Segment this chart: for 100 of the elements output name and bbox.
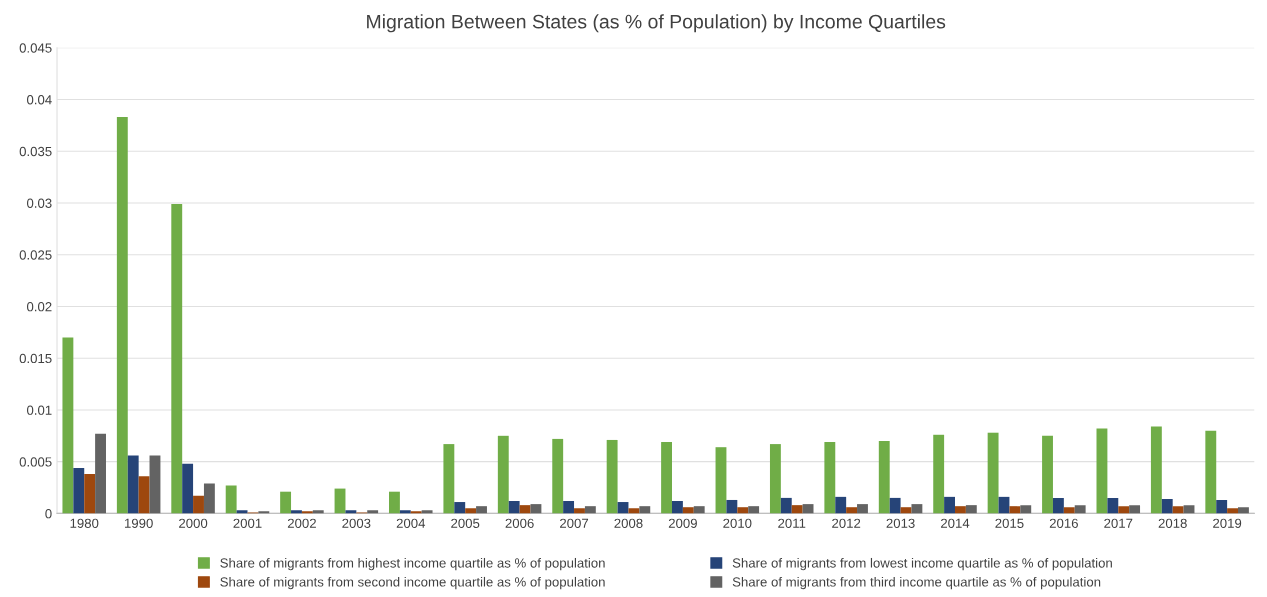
bar	[965, 505, 977, 514]
bar	[1052, 497, 1064, 514]
legend-label: Share of migrants from lowest income quartile as % of population	[732, 557, 1112, 571]
bar	[497, 435, 509, 514]
y-tick-label: 0.02	[26, 302, 52, 312]
x-tick-label: 2011	[778, 518, 806, 528]
x-tick-label: 2018	[1158, 518, 1187, 528]
bar	[345, 510, 357, 514]
x-tick-label: 2004	[396, 518, 426, 528]
bar	[127, 455, 139, 514]
y-tick-label: 0.03	[26, 198, 52, 208]
bar	[367, 510, 379, 514]
bar	[944, 496, 955, 514]
bar	[1238, 507, 1249, 514]
bar	[389, 491, 400, 514]
bar	[639, 506, 651, 514]
bar	[1216, 499, 1228, 514]
bar	[1042, 435, 1053, 514]
x-tick-label: 2009	[668, 518, 697, 528]
bar	[1118, 506, 1130, 514]
bar	[443, 444, 455, 514]
bar	[846, 507, 858, 514]
bar	[1172, 506, 1184, 514]
bar	[225, 485, 237, 514]
x-tick-label: 2017	[1104, 518, 1133, 528]
bar	[987, 432, 999, 514]
bar	[312, 510, 324, 514]
x-tick-label: 2005	[451, 518, 480, 528]
bar	[454, 502, 466, 514]
bar	[748, 506, 760, 514]
bar	[824, 442, 836, 514]
bar	[138, 476, 150, 514]
bar	[62, 337, 74, 514]
bar	[1020, 505, 1032, 514]
bar	[410, 511, 422, 514]
bar	[421, 510, 433, 514]
bar	[95, 433, 106, 514]
bar	[465, 508, 477, 514]
bar	[476, 506, 487, 514]
x-tick-label: 2002	[287, 518, 316, 528]
bar	[203, 483, 215, 514]
bar	[791, 505, 803, 514]
x-tick-label: 2006	[505, 518, 534, 528]
bar	[715, 447, 727, 514]
bar	[726, 499, 738, 514]
x-tick-label: 2003	[342, 518, 371, 528]
bar	[802, 504, 814, 514]
x-tick-label: 2013	[886, 518, 915, 528]
bar	[574, 508, 585, 514]
bar	[1096, 428, 1108, 514]
bar	[911, 504, 923, 514]
bar	[878, 440, 890, 514]
y-tick-label: 0.005	[19, 457, 52, 467]
bar	[955, 506, 966, 514]
y-tick-label: 0.01	[26, 405, 52, 415]
x-tick-label: 2015	[995, 518, 1024, 528]
bar	[1161, 498, 1173, 514]
bar	[291, 510, 302, 514]
bar	[857, 504, 868, 514]
bar	[606, 439, 618, 514]
bar	[149, 455, 161, 514]
legend-label: Share of migrants from second income quartile as % of population	[220, 576, 605, 590]
bar	[563, 501, 575, 514]
bar	[1009, 506, 1021, 514]
bar	[182, 463, 194, 514]
bar	[73, 467, 85, 514]
x-tick-label: 2008	[614, 518, 643, 528]
bar	[552, 438, 564, 514]
bar	[1227, 508, 1238, 514]
x-tick-label: 2007	[560, 518, 589, 528]
x-tick-label: 2001	[233, 518, 262, 528]
bar	[84, 474, 96, 514]
y-tick-label: 0.04	[26, 95, 52, 105]
bar	[835, 496, 847, 514]
bar	[693, 506, 705, 514]
bar	[933, 434, 945, 514]
bar	[1107, 497, 1119, 514]
bar	[301, 511, 313, 514]
bar	[672, 501, 683, 514]
bar	[1150, 426, 1162, 514]
bar	[1205, 430, 1217, 514]
bar	[682, 507, 694, 514]
bar	[508, 501, 520, 514]
y-tick-label: 0.015	[19, 353, 52, 364]
bar	[258, 511, 270, 514]
bar	[661, 442, 672, 514]
x-tick-label: 1980	[70, 518, 99, 528]
x-tick-label: 2010	[723, 518, 752, 528]
x-tick-label: 2016	[1049, 518, 1078, 528]
bar	[584, 506, 596, 514]
chart-title: Migration Between States (as % of Population) by Income Quartiles	[367, 14, 946, 33]
bar	[399, 510, 411, 514]
bar	[280, 491, 292, 514]
x-tick-label: 2000	[179, 518, 208, 528]
y-tick-label: 0.035	[19, 146, 52, 157]
bar	[628, 508, 640, 514]
y-tick-label: 0.045	[19, 43, 52, 53]
bar	[193, 495, 204, 514]
bar	[737, 507, 749, 514]
x-tick-label: 2014	[940, 518, 970, 528]
